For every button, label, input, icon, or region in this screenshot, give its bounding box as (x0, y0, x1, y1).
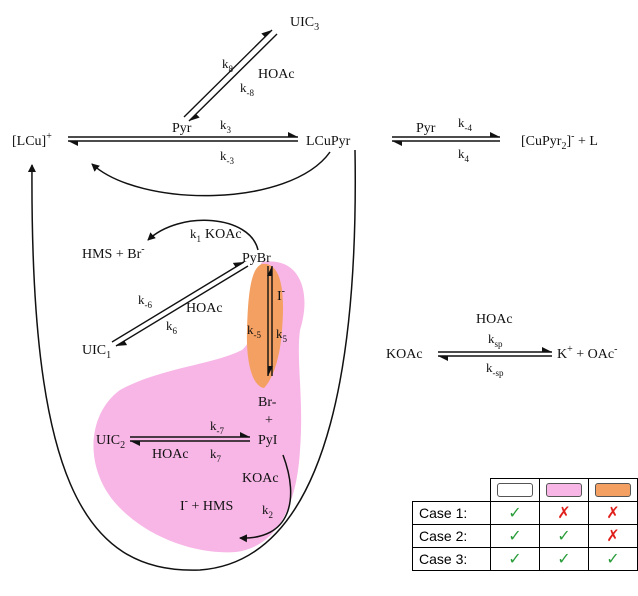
rate-k-5: k-5 (247, 322, 261, 340)
k8-reverse-arrow (188, 33, 278, 122)
orange-swatch (595, 482, 631, 497)
legend-mark: ✓ (490, 524, 540, 548)
orange-region (246, 263, 284, 388)
species-iodide: I- (277, 286, 285, 304)
species-cupyr2-l: [CuPyr2]- + L (521, 131, 598, 152)
species-k-oac: K+ + OAc- (557, 344, 617, 362)
legend-row: Case 2: ✓ ✓ ✗ (412, 524, 638, 548)
rate-k-3: k-3 (220, 148, 234, 166)
species-pyr-right: Pyr (416, 121, 436, 136)
species-pyr-top: Pyr (172, 121, 192, 136)
rate-k-8: k-8 (240, 80, 254, 98)
legend-row: Case 3: ✓ ✓ ✓ (412, 547, 638, 571)
species-uic2: UIC2 (96, 433, 125, 451)
rate-k1: k1 (190, 226, 201, 244)
rate-k5: k5 (276, 326, 288, 344)
species-uic3: UIC3 (290, 15, 319, 33)
species-hoac-low: HOAc (152, 447, 189, 462)
species-br-minus: Br- (258, 395, 277, 410)
legend-mark: ✗ (588, 501, 638, 525)
legend-mark: ✗ (588, 524, 638, 548)
species-i-hms: I- + HMS (180, 496, 233, 514)
legend-mark: ✓ (490, 501, 540, 525)
rate-k-7: k-7 (210, 418, 224, 436)
k8-forward-arrow (183, 29, 273, 118)
rate-k6: k6 (166, 318, 178, 336)
legend-case-label: Case 1: (412, 501, 491, 525)
species-koac-right: KOAc (386, 347, 423, 362)
rate-k8: k8 (222, 56, 234, 74)
outer-loop-arrow (27, 149, 356, 571)
legend-mark: ✓ (588, 547, 638, 571)
k2-curve-arrow (239, 454, 292, 543)
species-uic1: UIC1 (82, 343, 111, 361)
species-koac-top: KOAc (205, 227, 242, 242)
legend-case-label: Case 3: (412, 547, 491, 571)
legend-corner (413, 479, 491, 502)
rate-k4: k4 (458, 146, 470, 164)
species-lcu: [LCu]+ (12, 131, 52, 149)
rate-k7: k7 (210, 446, 222, 464)
species-hms-br: HMS + Br- (82, 244, 145, 262)
species-koac-low: KOAc (242, 471, 279, 486)
species-lcupyr: LCuPyr (306, 134, 351, 149)
white-swatch (497, 482, 533, 497)
rate-k-sp: k-sp (486, 360, 504, 378)
legend-swatch-white (490, 478, 540, 502)
legend-mark: ✗ (539, 501, 589, 525)
species-pybr: PyBr (242, 251, 271, 266)
return-curve-arrow (91, 151, 331, 197)
case-legend-table: Case 1: ✓ ✗ ✗ Case 2: ✓ ✓ ✗ Case 3: ✓ ✓ … (412, 478, 638, 571)
rate-k-6: k-6 (138, 292, 152, 310)
legend-swatch-pink (539, 478, 589, 502)
legend-mark: ✓ (490, 547, 540, 571)
rate-ksp: ksp (488, 331, 503, 349)
rate-k-4: k-4 (458, 115, 472, 133)
legend-header-row (413, 478, 638, 502)
rate-k3: k3 (220, 117, 232, 135)
k6-forward-arrow (111, 261, 245, 343)
species-hoac-top: HOAc (258, 67, 295, 82)
legend-swatch-orange (588, 478, 638, 502)
rate-k2: k2 (262, 502, 273, 520)
legend-case-label: Case 2: (412, 524, 491, 548)
legend-row: Case 1: ✓ ✗ ✗ (412, 501, 638, 525)
legend-mark: ✓ (539, 524, 589, 548)
species-plus: + (265, 413, 273, 428)
species-hoac-right: HOAc (476, 312, 513, 327)
pink-swatch (546, 482, 582, 497)
species-pyi: PyI (258, 433, 278, 448)
legend-mark: ✓ (539, 547, 589, 571)
k6-reverse-arrow (115, 265, 249, 347)
k1-curve-arrow (147, 219, 259, 251)
species-hoac-mid: HOAc (186, 301, 223, 316)
